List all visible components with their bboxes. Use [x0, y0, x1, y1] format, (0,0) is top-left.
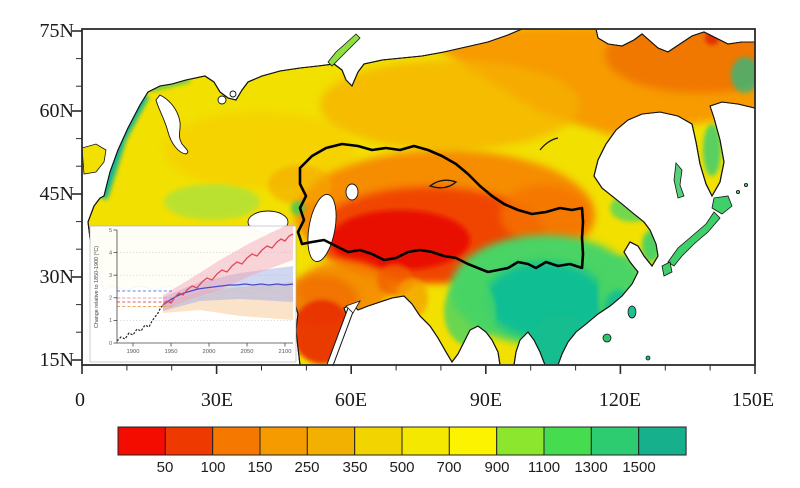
blue-uncertainty-band [163, 266, 293, 311]
colorbar-tick-label: 250 [294, 459, 320, 476]
colorbar-segment [638, 426, 687, 456]
colorbar-segment [117, 426, 166, 456]
inset-x-tick: 1900 [127, 349, 140, 355]
lon-tick-label: 150E [731, 389, 775, 411]
inset-y-axis-label: Change relative to 1850-1900 (°C) [94, 246, 100, 328]
britain-island [81, 143, 107, 175]
inset-gridlines [117, 252, 293, 321]
red-sea [327, 305, 355, 366]
colorbar-segment [212, 426, 261, 456]
colorbar-segment [496, 426, 545, 456]
colorbar-segment [448, 426, 498, 456]
inset-x-tick: 2000 [203, 349, 216, 355]
lake-ladoga [217, 95, 227, 105]
lon-tick-label: 0 [75, 389, 85, 411]
inset-y-tick: 0 [109, 341, 112, 347]
sakhalin-island [673, 162, 685, 199]
kyushu-island [661, 261, 673, 277]
lon-tick-label: 30E [200, 389, 234, 411]
low-scenario-line [162, 283, 294, 306]
taiwan-island [627, 305, 637, 319]
colorbar-segment [259, 426, 308, 456]
lake-onega [229, 90, 237, 98]
colorbar-tick-label: 1100 [527, 459, 561, 476]
inset-x-tick: 1950 [165, 349, 178, 355]
colorbar-tick-label: 150 [247, 459, 273, 476]
inset-chart: 0 1 2 3 4 5 1900 1950 2000 2050 2100 Cha… [89, 222, 297, 363]
lake-balkhash-outline [428, 179, 458, 189]
colorbar-segment [543, 426, 592, 456]
hainan-island [602, 333, 612, 343]
caspian-sea [307, 193, 337, 263]
inset-y-tick: 5 [109, 228, 112, 234]
colorbar-tick-label: 1500 [622, 459, 656, 476]
map-frame [72, 28, 756, 374]
colorbar-segment [401, 426, 450, 456]
lon-tick-label: 90E [469, 389, 503, 411]
colorbar-tick-label: 1300 [574, 459, 608, 476]
lon-tick-label: 60E [334, 389, 368, 411]
colorbar-tick-label: 900 [484, 459, 510, 476]
inset-y-tick: 2 [109, 296, 112, 302]
novaya-zemlya-island [327, 33, 361, 67]
inset-y-tick: 3 [109, 273, 112, 279]
high-scenario-line [162, 233, 294, 306]
honshu-island [667, 211, 721, 267]
lat-tick-label: 45N [39, 183, 74, 205]
colorbar-tick-label: 350 [342, 459, 368, 476]
lon-tick-label: 120E [598, 389, 642, 411]
persian-gulf [345, 300, 361, 314]
colorbar-segment [306, 426, 356, 456]
colorbar-tick-label: 500 [389, 459, 415, 476]
inset-y-tick: 4 [109, 250, 112, 256]
islands [81, 33, 749, 361]
mountain-squiggle [539, 137, 559, 151]
central-asia-region-outline [296, 142, 585, 274]
observed-line [116, 304, 164, 342]
inset-y-tick: 1 [109, 318, 112, 324]
colorbar-segment [590, 426, 640, 456]
inset-x-tick: 2050 [241, 349, 254, 355]
inset-x-tick: 2100 [279, 349, 292, 355]
lat-tick-label: 15N [39, 349, 74, 371]
colorbar-segment [164, 426, 214, 456]
inland-seas [155, 90, 359, 263]
baltic-sea [155, 94, 189, 155]
lat-tick-label: 60N [39, 100, 74, 122]
kuril-island [736, 189, 741, 194]
reference-lines [117, 290, 172, 307]
colorbar [117, 426, 687, 456]
philippine-island [645, 355, 651, 361]
lat-tick-label: 75N [39, 20, 74, 42]
kuril-island [744, 182, 749, 187]
orange-uncertainty-band [163, 282, 293, 320]
pink-uncertainty-band [163, 222, 293, 311]
colorbar-tick-label: 700 [436, 459, 462, 476]
aral-sea [345, 183, 359, 201]
colorbar-tick-label: 50 [156, 459, 174, 476]
colorbar-tick-label: 100 [200, 459, 226, 476]
inset-axes [113, 229, 293, 347]
colorbar-segment [354, 426, 403, 456]
lat-tick-label: 30N [39, 266, 74, 288]
hokkaido-island [711, 195, 733, 215]
